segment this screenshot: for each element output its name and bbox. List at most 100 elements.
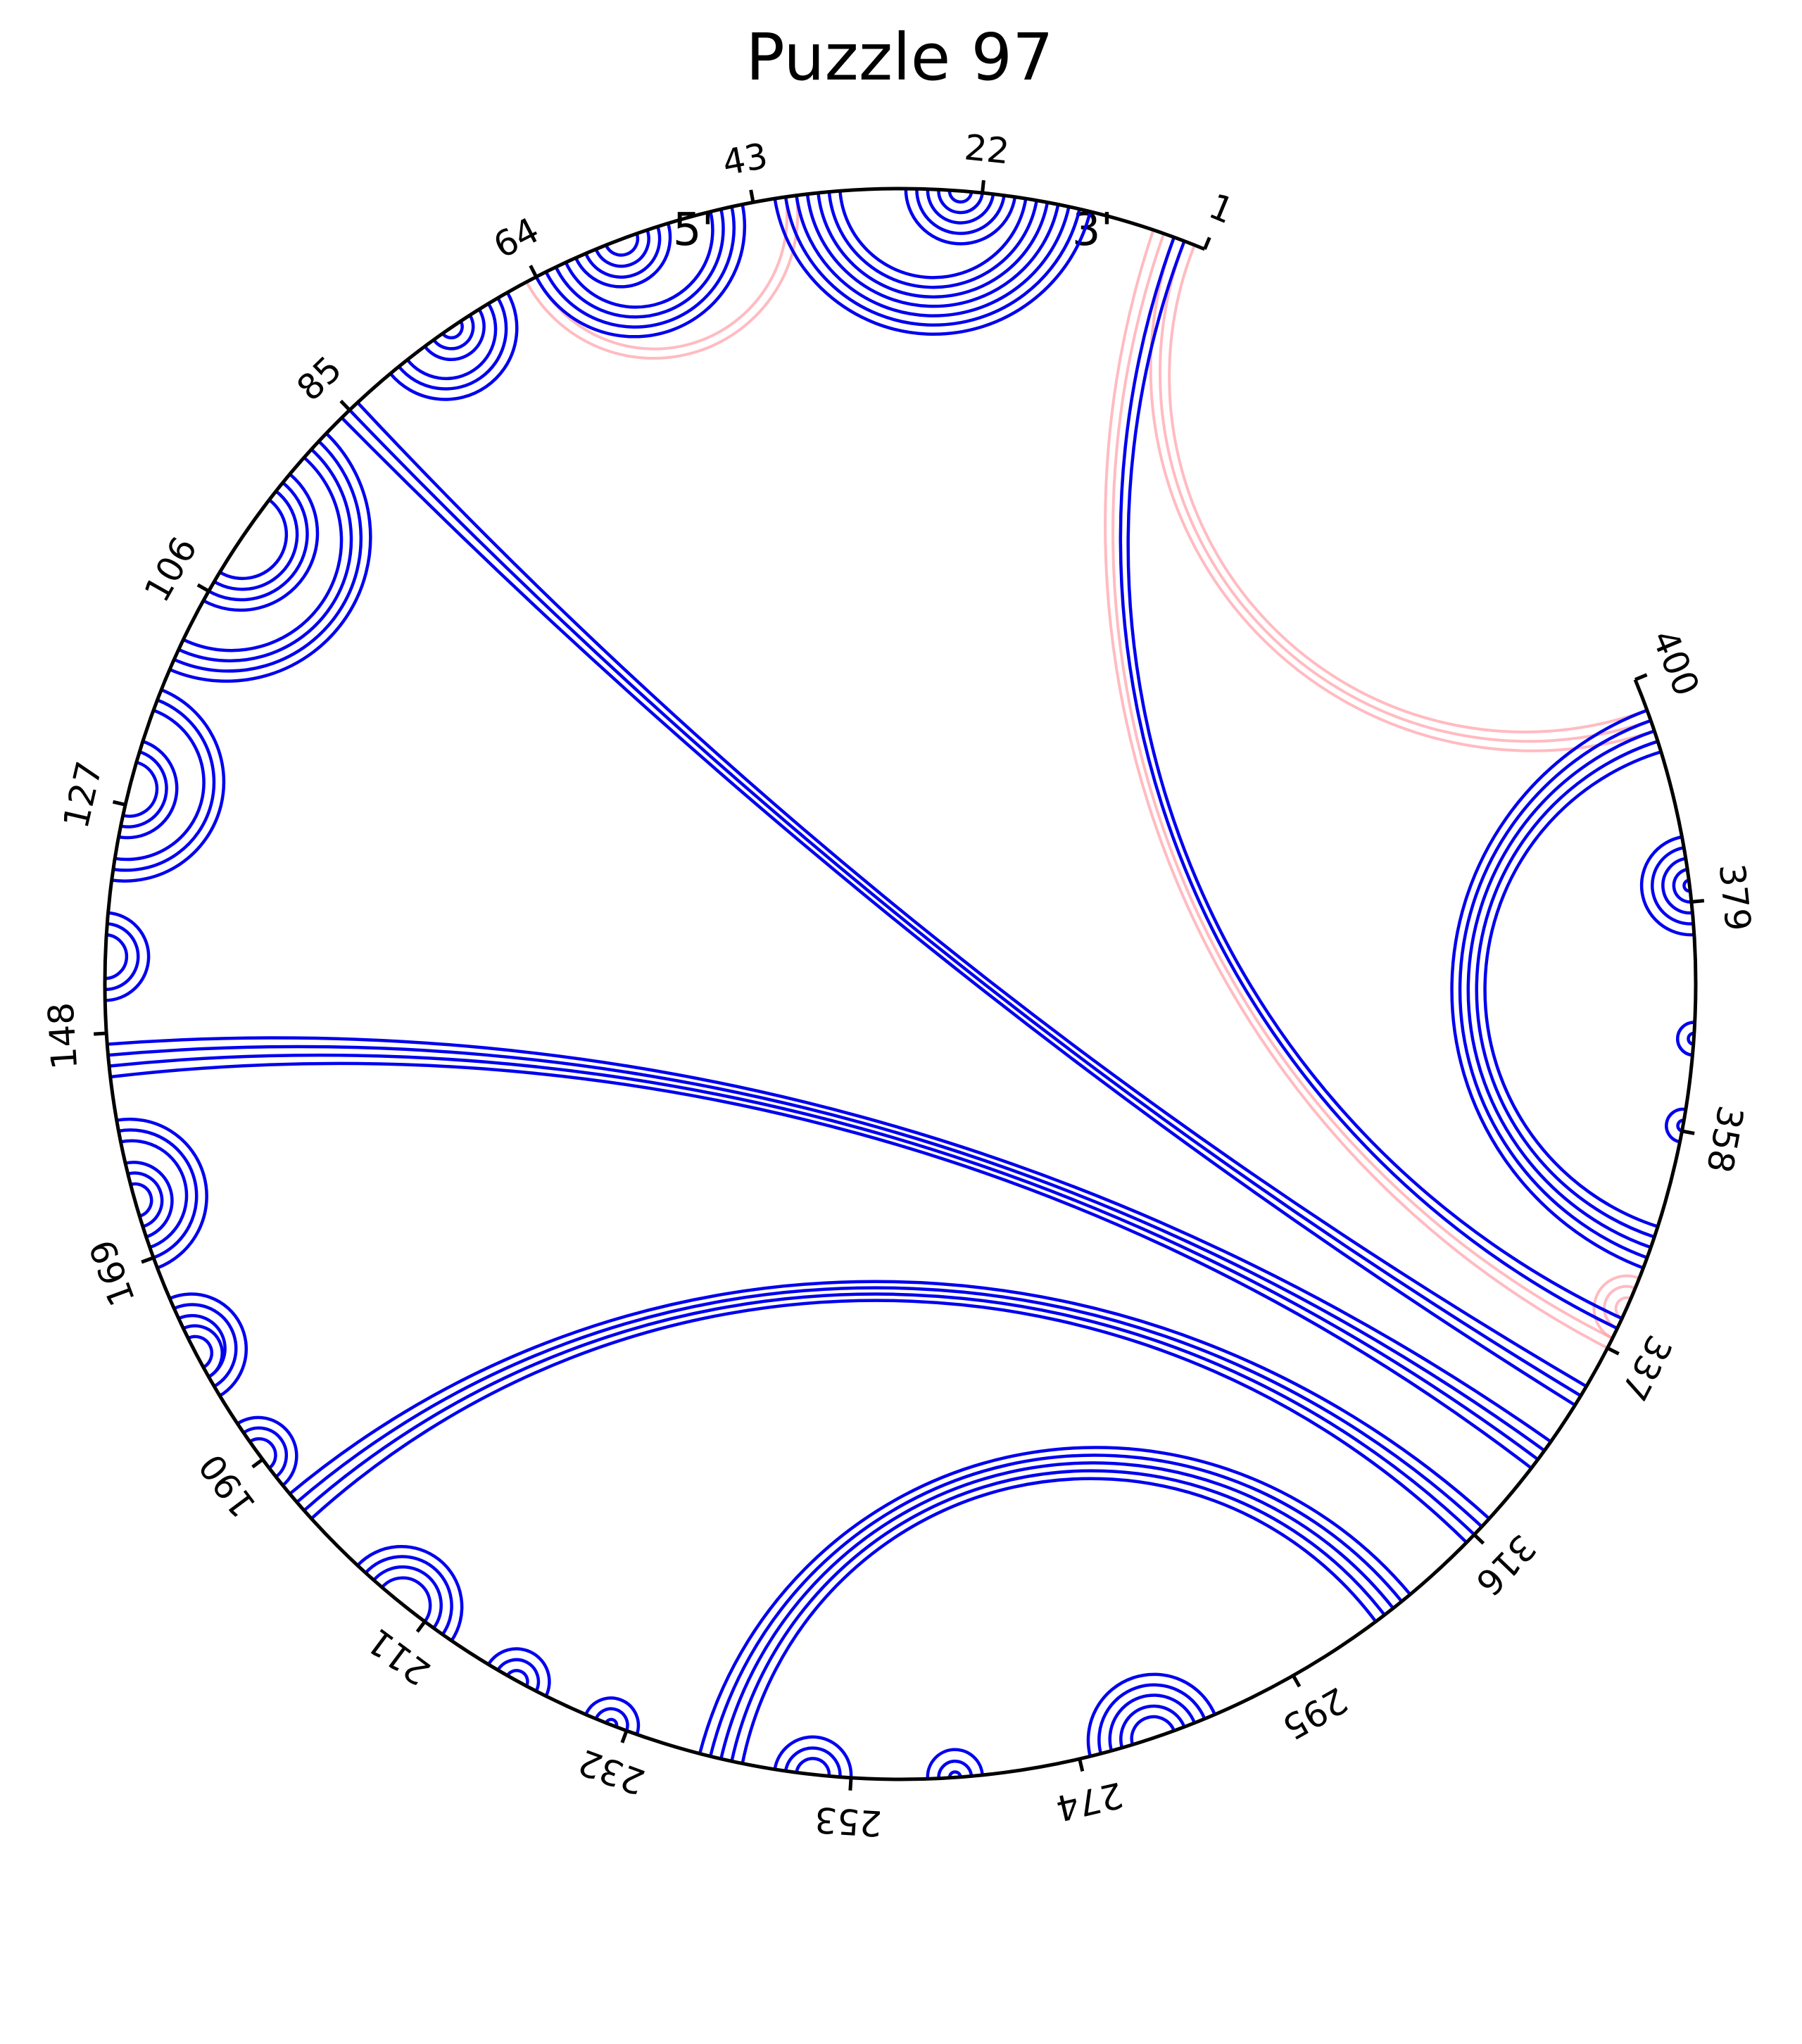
tick-label: 64 — [487, 210, 546, 267]
tick-label: 85 — [289, 348, 350, 409]
primary-pair-arc — [177, 448, 353, 663]
primary-pair-arc — [594, 1707, 629, 1731]
primary-pair-arc — [1475, 740, 1658, 1239]
tick-label: 148 — [40, 1001, 85, 1071]
primary-pair-arc — [364, 1555, 453, 1636]
tick-mark — [251, 1458, 264, 1469]
primary-pair-arc — [904, 188, 1017, 246]
primary-pair-arc — [783, 196, 1081, 327]
primary-pair-arc — [795, 1757, 831, 1777]
tick-label: 253 — [814, 1799, 883, 1844]
primary-pair-arc — [1086, 1672, 1216, 1757]
primary-pair-arc — [120, 750, 168, 828]
primary-pair-arc — [594, 229, 650, 268]
primary-pair-arc — [432, 314, 475, 351]
primary-pair-arc — [584, 1696, 641, 1735]
primary-pair-arc — [397, 297, 508, 391]
tick-mark — [1606, 1346, 1620, 1356]
primary-pair-arc — [709, 1453, 1404, 1757]
tick-label: 169 — [82, 1235, 143, 1312]
tick-label: 295 — [1275, 1679, 1354, 1748]
primary-pair-arc — [120, 1139, 189, 1249]
alternate-pair-arc — [1158, 240, 1651, 743]
primary-pair-arc — [340, 416, 1576, 1407]
tick-mark — [981, 179, 985, 194]
alternate-pair-arc — [1149, 236, 1655, 752]
primary-pair-arc — [127, 1171, 164, 1228]
tick-label: 337 — [1613, 1329, 1680, 1407]
primary-pair-arc — [219, 498, 289, 581]
alternate-pair-arc — [1168, 244, 1648, 733]
primary-pair-arc — [356, 1545, 464, 1642]
primary-pair-arc — [348, 409, 1582, 1398]
primary-pair-arc — [114, 708, 206, 862]
primary-pair-arc — [926, 189, 995, 225]
primary-pair-arc — [1458, 719, 1651, 1260]
primary-pair-arc — [1676, 1021, 1695, 1057]
primary-pair-arc — [564, 211, 714, 309]
tick-mark — [415, 1620, 427, 1633]
primary-pair-arc — [441, 320, 464, 340]
primary-pair-arc — [108, 1053, 1539, 1461]
tick-label: 1 — [1203, 186, 1240, 232]
primary-pair-arc — [182, 456, 344, 652]
primary-pair-arc — [544, 206, 736, 329]
primary-pair-arc — [213, 490, 299, 591]
primary-pair-arc — [107, 1036, 1552, 1444]
primary-structure-arcs — [104, 188, 1695, 1779]
primary-pair-arc — [182, 1324, 224, 1379]
primary-pair-arc — [406, 303, 498, 381]
primary-pair-arc — [237, 1415, 298, 1487]
primary-pair-arc — [130, 1182, 153, 1218]
primary-pair-arc — [926, 1748, 984, 1779]
primary-pair-arc — [356, 401, 1587, 1388]
primary-pair-arc — [208, 481, 309, 602]
primary-pair-arc — [108, 1045, 1546, 1452]
primary-pair-arc — [947, 190, 974, 204]
primary-pair-arc — [104, 933, 129, 980]
primary-pair-arc — [947, 1770, 962, 1778]
tick-label: 22 — [962, 127, 1011, 172]
primary-pair-arc — [486, 1647, 551, 1697]
primary-pair-arc — [604, 1717, 619, 1728]
tick-mark — [112, 800, 126, 807]
alternate-pair-arc — [1592, 1274, 1640, 1340]
tick-mark — [141, 1256, 154, 1264]
primary-pair-arc — [584, 226, 662, 279]
primary-pair-arc — [795, 195, 1071, 317]
primary-pair-arc — [187, 1335, 214, 1369]
primary-pair-arc — [118, 1128, 199, 1260]
tick-label: 190 — [191, 1446, 265, 1525]
tick-mark — [1634, 673, 1648, 681]
primary-pair-arc — [125, 1161, 174, 1239]
primary-pair-arc — [817, 192, 1050, 299]
primary-pair-arc — [202, 472, 320, 612]
primary-pair-arc — [730, 1469, 1386, 1762]
primary-pair-arc — [574, 222, 672, 289]
primary-pair-arc — [173, 440, 363, 673]
primary-pair-arc — [1450, 708, 1648, 1270]
sequence-backbone-circle — [103, 187, 1698, 1781]
primary-pair-arc — [741, 1477, 1378, 1764]
primary-pair-arc — [118, 740, 179, 840]
primary-pair-arc — [937, 1760, 974, 1779]
alternate-structure-arcs — [525, 195, 1655, 1349]
primary-pair-arc — [805, 194, 1060, 308]
primary-pair-arc — [372, 1565, 443, 1629]
tick-label: 127 — [56, 757, 111, 832]
primary-pair-arc — [554, 208, 725, 319]
primary-pair-arc — [496, 1658, 541, 1692]
tick-label: 358 — [1699, 1102, 1751, 1176]
primary-pair-arc — [289, 1280, 1491, 1520]
primary-pair-arc — [1483, 750, 1662, 1228]
primary-pair-arc — [1097, 1683, 1206, 1755]
alternate-pair-arc — [1104, 229, 1608, 1349]
alternate-pair-arc — [535, 196, 789, 351]
primary-pair-arc — [783, 1746, 842, 1777]
primary-pair-arc — [838, 191, 1028, 279]
tick-mark — [94, 1031, 107, 1036]
tick-label: 211 — [360, 1620, 438, 1693]
alternate-pair-arc — [1603, 1285, 1636, 1330]
tick-mark — [1078, 1758, 1085, 1772]
primary-pair-arc — [111, 688, 226, 883]
